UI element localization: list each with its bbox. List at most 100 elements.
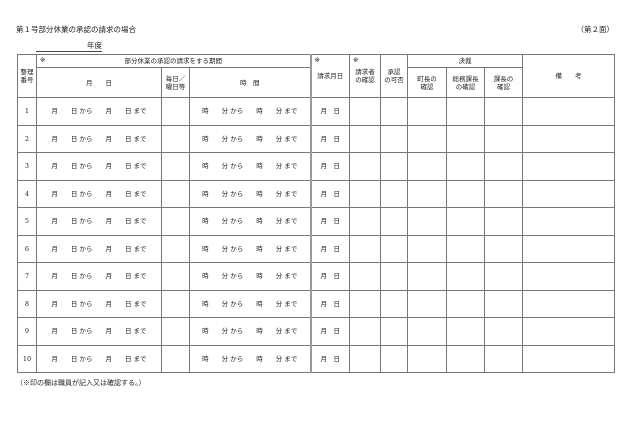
header-month-day: 月 日 bbox=[36, 67, 162, 98]
requester-confirm-cell[interactable] bbox=[349, 234, 381, 263]
mayor-cell[interactable] bbox=[407, 179, 447, 208]
general-affairs-cell[interactable] bbox=[446, 179, 485, 208]
requester-confirm-cell[interactable] bbox=[349, 289, 381, 318]
header-requester-confirm-label: 請求者 の確認 bbox=[355, 68, 375, 84]
mayor-cell[interactable] bbox=[407, 124, 447, 153]
general-affairs-cell[interactable] bbox=[446, 289, 485, 318]
section-chief-cell[interactable] bbox=[484, 152, 523, 181]
daily-cell[interactable] bbox=[161, 152, 190, 181]
remarks-cell[interactable] bbox=[522, 344, 615, 373]
section-chief-cell[interactable] bbox=[484, 97, 523, 126]
general-affairs-cell[interactable] bbox=[446, 152, 485, 181]
mayor-cell[interactable] bbox=[407, 317, 447, 346]
approval-cell[interactable] bbox=[380, 97, 408, 126]
daily-cell[interactable] bbox=[161, 97, 190, 126]
requester-confirm-cell[interactable] bbox=[349, 97, 381, 126]
daily-cell[interactable] bbox=[161, 262, 190, 291]
general-affairs-cell[interactable] bbox=[446, 234, 485, 263]
remarks-cell[interactable] bbox=[522, 207, 615, 236]
approval-cell[interactable] bbox=[380, 262, 408, 291]
section-chief-cell[interactable] bbox=[484, 344, 523, 373]
mayor-cell[interactable] bbox=[407, 262, 447, 291]
requester-confirm-cell[interactable] bbox=[349, 317, 381, 346]
general-affairs-cell[interactable] bbox=[446, 207, 485, 236]
section-chief-cell[interactable] bbox=[484, 207, 523, 236]
remarks-cell[interactable] bbox=[522, 124, 615, 153]
daily-cell[interactable] bbox=[161, 124, 190, 153]
general-affairs-cell[interactable] bbox=[446, 344, 485, 373]
mayor-cell[interactable] bbox=[407, 344, 447, 373]
remarks-cell[interactable] bbox=[522, 152, 615, 181]
request-table: 整理 番号 ※ 部分休業の承認の請求をする期間 ※ 請求月日 ※ 請求者 の確認… bbox=[17, 54, 615, 373]
approval-cell[interactable] bbox=[380, 289, 408, 318]
remarks-cell[interactable] bbox=[522, 262, 615, 291]
general-affairs-cell[interactable] bbox=[446, 97, 485, 126]
table-row: 10 月 日 から 月 日 まで時 分 から 時 分 まで月 日 bbox=[17, 344, 615, 373]
mayor-cell[interactable] bbox=[407, 289, 447, 318]
section-chief-cell[interactable] bbox=[484, 234, 523, 263]
header-period: ※ 部分休業の承認の請求をする期間 bbox=[36, 54, 311, 68]
requester-confirm-cell[interactable] bbox=[349, 207, 381, 236]
time-range: 時 分 から 時 分 まで bbox=[189, 234, 311, 263]
section-chief-cell[interactable] bbox=[484, 317, 523, 346]
section-chief-cell[interactable] bbox=[484, 289, 523, 318]
header-general-affairs: 総務課長 の確認 bbox=[446, 67, 485, 98]
requester-confirm-cell[interactable] bbox=[349, 344, 381, 373]
daily-cell[interactable] bbox=[161, 207, 190, 236]
row-number: 1 bbox=[17, 97, 37, 126]
general-affairs-cell[interactable] bbox=[446, 124, 485, 153]
remarks-cell[interactable] bbox=[522, 179, 615, 208]
daily-cell[interactable] bbox=[161, 234, 190, 263]
approval-cell[interactable] bbox=[380, 124, 408, 153]
mark: ※ bbox=[314, 56, 320, 64]
request-date: 月 日 bbox=[309, 152, 350, 181]
general-affairs-cell[interactable] bbox=[446, 317, 485, 346]
time-range: 時 分 から 時 分 まで bbox=[189, 179, 311, 208]
mark: ※ bbox=[40, 56, 46, 64]
time-range: 時 分 から 時 分 まで bbox=[189, 289, 311, 318]
year-field: 年度 bbox=[36, 41, 102, 52]
header-time: 時 間 bbox=[189, 67, 311, 98]
daily-cell[interactable] bbox=[161, 179, 190, 208]
requester-confirm-cell[interactable] bbox=[349, 179, 381, 208]
date-range: 月 日 から 月 日 まで bbox=[36, 262, 162, 291]
time-range: 時 分 から 時 分 まで bbox=[189, 207, 311, 236]
remarks-cell[interactable] bbox=[522, 289, 615, 318]
request-date: 月 日 bbox=[309, 97, 350, 126]
row-number: 5 bbox=[17, 207, 37, 236]
requester-confirm-cell[interactable] bbox=[349, 262, 381, 291]
header-number: 整理 番号 bbox=[17, 54, 37, 98]
time-range: 時 分 から 時 分 まで bbox=[189, 97, 311, 126]
approval-cell[interactable] bbox=[380, 207, 408, 236]
section-chief-cell[interactable] bbox=[484, 262, 523, 291]
section-chief-cell[interactable] bbox=[484, 124, 523, 153]
request-date: 月 日 bbox=[309, 179, 350, 208]
daily-cell[interactable] bbox=[161, 317, 190, 346]
approval-cell[interactable] bbox=[380, 179, 408, 208]
approval-cell[interactable] bbox=[380, 317, 408, 346]
general-affairs-cell[interactable] bbox=[446, 262, 485, 291]
date-range: 月 日 から 月 日 まで bbox=[36, 124, 162, 153]
daily-cell[interactable] bbox=[161, 289, 190, 318]
daily-cell[interactable] bbox=[161, 344, 190, 373]
approval-cell[interactable] bbox=[380, 152, 408, 181]
row-number: 7 bbox=[17, 262, 37, 291]
mayor-cell[interactable] bbox=[407, 234, 447, 263]
mayor-cell[interactable] bbox=[407, 97, 447, 126]
remarks-cell[interactable] bbox=[522, 317, 615, 346]
approval-cell[interactable] bbox=[380, 234, 408, 263]
approval-cell[interactable] bbox=[380, 344, 408, 373]
requester-confirm-cell[interactable] bbox=[349, 124, 381, 153]
requester-confirm-cell[interactable] bbox=[349, 152, 381, 181]
remarks-cell[interactable] bbox=[522, 97, 615, 126]
remarks-cell[interactable] bbox=[522, 234, 615, 263]
mayor-cell[interactable] bbox=[407, 207, 447, 236]
mayor-cell[interactable] bbox=[407, 152, 447, 181]
section-chief-cell[interactable] bbox=[484, 179, 523, 208]
page-label: （第２面） bbox=[576, 25, 615, 34]
